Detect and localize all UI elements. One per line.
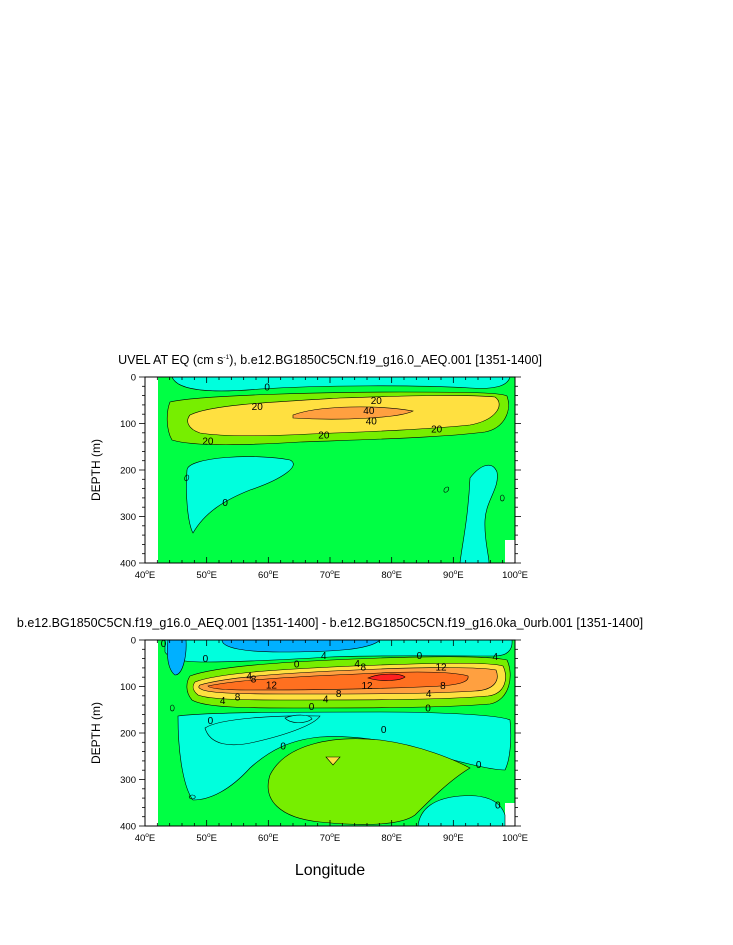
panel-1-fill-neg-east <box>459 464 498 563</box>
contour-label: 0 <box>208 716 214 727</box>
panel-2-fill-neg-small <box>284 714 313 723</box>
y-tick-label: 400 <box>120 559 136 570</box>
contour-label: 40 <box>366 417 378 428</box>
x-tick-label: 70oE <box>320 832 341 844</box>
contour-label: 20 <box>252 402 264 413</box>
x-tick-label: 50oE <box>196 569 217 581</box>
panel-1-axis-ticks <box>139 376 521 564</box>
panel-1-contour-line <box>184 474 190 482</box>
x-tick-label: 90oE <box>443 569 464 581</box>
contour-label: 0 <box>381 725 387 736</box>
contour-label: 4 <box>426 689 432 700</box>
contour-label: 8 <box>235 693 241 704</box>
panel-1-fill-neg-north <box>171 377 511 392</box>
x-tick-label: 60oE <box>258 832 279 844</box>
panel-2-x-tick-labels: 40oE 50oE 60oE 70oE 80oE 90oE 100oE <box>135 832 528 844</box>
panel-2-fill-4-blob <box>325 756 341 766</box>
contour-label: 0 <box>476 760 482 771</box>
panel-2-axis-ticks <box>139 639 521 827</box>
contour-label: 8 <box>361 662 367 673</box>
panel-1-x-tick-labels: 40oE 50oE 60oE 70oE 80oE 90oE 100oE <box>135 569 528 581</box>
panel-1-fill-40 <box>292 406 414 420</box>
contour-label: 0 <box>495 801 501 812</box>
panel-1-fill-neg-west <box>186 456 294 534</box>
contour-label: 4 <box>321 651 327 662</box>
contour-label: 40 <box>363 406 375 417</box>
panel-2-fill-2-blob <box>267 738 471 825</box>
panel-2-contour-line <box>188 794 196 800</box>
x-tick-label: 100oE <box>502 832 528 844</box>
x-tick-label: 100oE <box>502 569 528 581</box>
x-tick-label: 40oE <box>135 569 156 581</box>
x-tick-label: 40oE <box>135 832 156 844</box>
contour-label: 20 <box>431 425 443 436</box>
contour-label: 4 <box>354 659 360 670</box>
contour-label: 12 <box>361 681 373 692</box>
contour-label: 0 <box>264 383 270 394</box>
x-tick-label: 80oE <box>381 832 402 844</box>
x-tick-label: 70oE <box>320 569 341 581</box>
panel-1-title: UVEL AT EQ (cm s-1), b.e12.BG1850C5CN.f1… <box>118 353 542 367</box>
panel-1-y-tick-labels: 0 100 200 300 400 <box>120 373 136 570</box>
contour-label: 0 <box>417 651 423 662</box>
x-tick-label: 90oE <box>443 832 464 844</box>
x-tick-label: 80oE <box>381 569 402 581</box>
panel-2-fill-neg4-north <box>221 640 381 653</box>
panel-2-fill-16 <box>367 673 406 681</box>
panel-1-contour-fills <box>145 377 515 563</box>
contour-label: 20 <box>371 396 383 407</box>
panel-2-contour-line <box>169 704 175 712</box>
contour-label: 4 <box>220 696 226 707</box>
y-tick-label: 100 <box>120 682 136 693</box>
contour-label: 8 <box>440 681 446 692</box>
y-tick-label: 400 <box>120 822 136 833</box>
contour-label: 0 <box>309 702 315 713</box>
contour-label: 8 <box>251 675 257 686</box>
contour-label: 0 <box>280 742 286 753</box>
contour-label: 0 <box>425 703 431 714</box>
panel-2-x-axis-label: Longitude <box>295 862 365 879</box>
contour-label: 0 <box>203 654 209 665</box>
panel-2-fill-neg-band <box>204 715 321 746</box>
panel-2-title: b.e12.BG1850C5CN.f19_g16.0_AEQ.001 [1351… <box>17 616 643 630</box>
contour-label: 4 <box>246 671 252 682</box>
x-tick-label: 60oE <box>258 569 279 581</box>
y-tick-label: 300 <box>120 775 136 786</box>
y-tick-label: 200 <box>120 466 136 477</box>
panel-2-contour-fills <box>145 640 515 826</box>
contour-label: 0 <box>222 498 228 509</box>
panel-2-y-axis-label: DEPTH (m) <box>89 702 103 764</box>
panel-2-fill-neg-southeast <box>417 795 506 826</box>
contour-label: 20 <box>202 437 214 448</box>
panel-2-y-tick-labels: 0 100 200 300 400 <box>120 636 136 833</box>
panel-2-fill-neg4-west <box>166 640 187 676</box>
panel-1-contour-line <box>443 486 450 493</box>
contour-label: 4 <box>323 695 329 706</box>
panel-1-y-axis-label: DEPTH (m) <box>89 439 103 501</box>
contour-label: 12 <box>435 662 447 673</box>
contour-label: 20 <box>318 431 330 442</box>
y-tick-label: 0 <box>131 636 136 647</box>
panel-2: b.e12.BG1850C5CN.f19_g16.0_AEQ.001 [1351… <box>17 616 643 879</box>
panel-1: UVEL AT EQ (cm s-1), b.e12.BG1850C5CN.f1… <box>89 353 542 581</box>
contour-label: 4 <box>492 652 498 663</box>
contour-label: 8 <box>336 689 342 700</box>
contour-label: 0 <box>294 660 300 671</box>
contour-label: 0 <box>161 639 167 650</box>
y-tick-label: 0 <box>131 373 136 384</box>
y-tick-label: 100 <box>120 419 136 430</box>
x-tick-label: 50oE <box>196 832 217 844</box>
y-tick-label: 200 <box>120 729 136 740</box>
contour-label: 12 <box>266 681 278 692</box>
y-tick-label: 300 <box>120 512 136 523</box>
panel-1-contour-line <box>499 494 505 502</box>
